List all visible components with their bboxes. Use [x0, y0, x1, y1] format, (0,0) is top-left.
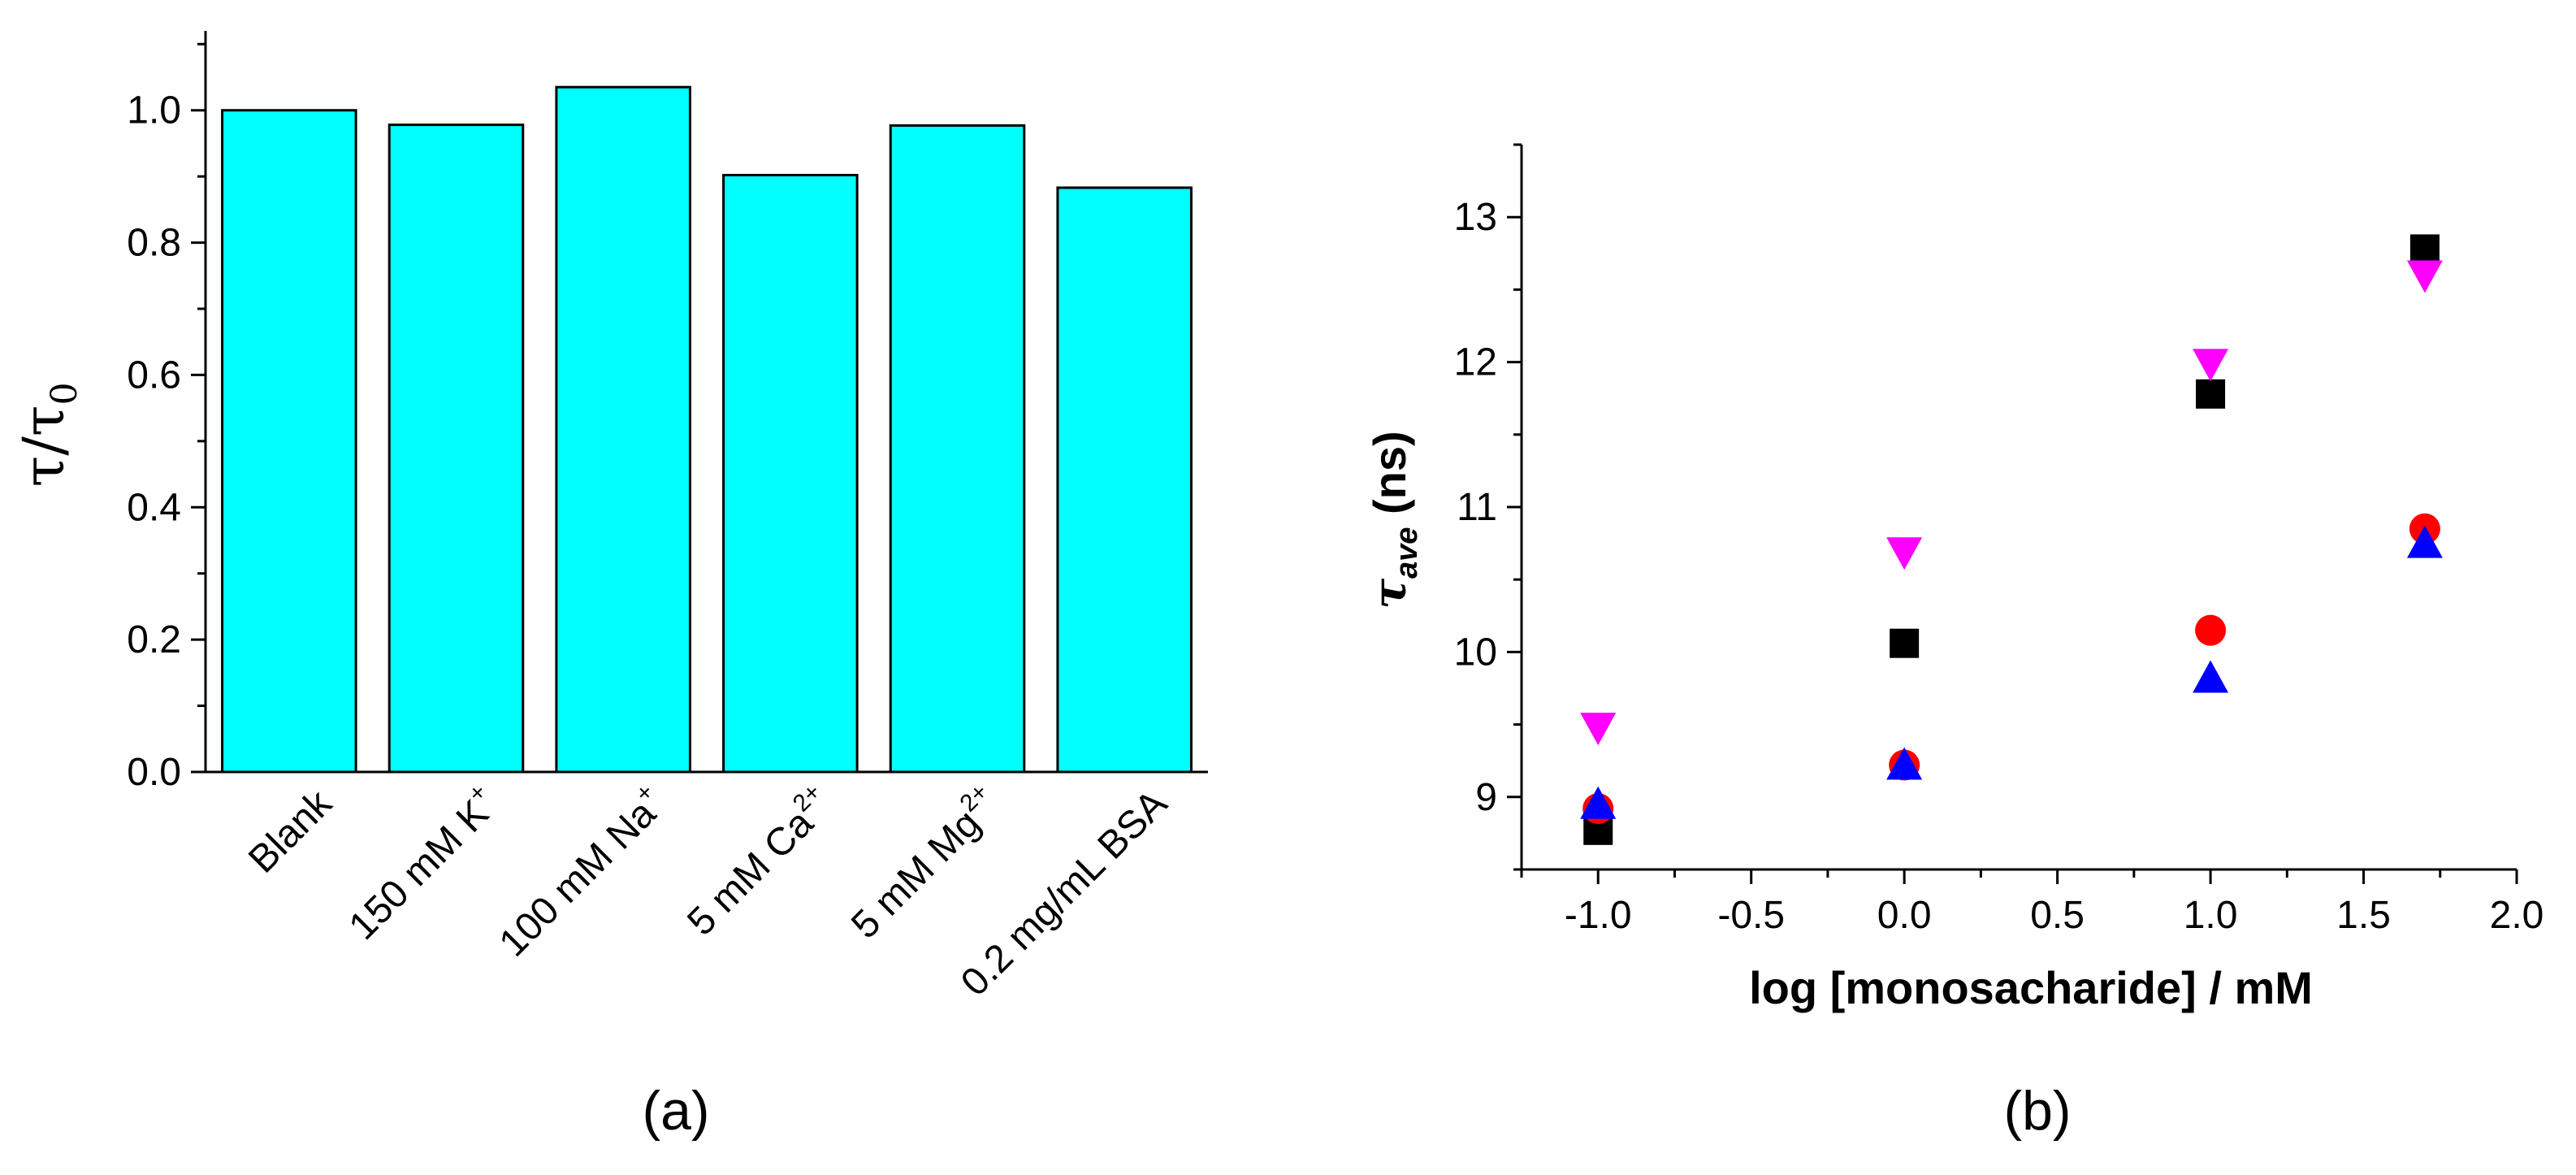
- bar-chart-panel: 0.0 0.2 0.4 0.6 0.8 1.0 Blank 150 mM K+100 mM …: [11, 31, 1208, 1142]
- category-text: 5 mM Mg: [843, 801, 989, 947]
- panel-label-b: (b): [2003, 1080, 2071, 1142]
- bar-chart-y-tick-labels: 0.0 0.2 0.4 0.6 0.8 1.0: [127, 89, 181, 794]
- category-text: 0.2 mg/mL BSA: [953, 782, 1175, 1004]
- scatter-chart-y-tick-label: 11: [1457, 486, 1497, 529]
- scatter-chart-x-axis-label: log [monosacharide] / mM: [1749, 962, 2313, 1013]
- bar-chart-y-axis-label: τ/τ0: [11, 382, 85, 487]
- scatter-chart-axes: [1507, 143, 2518, 884]
- scatter-chart-y-tick-label: 9: [1475, 776, 1497, 819]
- scatter-chart-x-tick-label: 1.0: [2184, 894, 2238, 937]
- scatter-chart-x-tick-label: 0.0: [1877, 894, 1932, 937]
- category-text: 5 mM Ca: [679, 801, 821, 943]
- category-text: 100 mM Na: [491, 791, 665, 965]
- scatter-point-triangle-down: [2406, 260, 2443, 293]
- category-text: Blank: [240, 782, 340, 882]
- bar-chart-x-tick-label: 150 mM K+: [337, 778, 507, 948]
- scatter-chart-x-tick-label: 0.5: [2030, 894, 2085, 937]
- bar-chart-x-tick-label: Blank: [240, 782, 340, 882]
- scatter-point-square: [2409, 234, 2440, 264]
- category-text: 150 mM K: [341, 792, 497, 948]
- scatter-chart-y-tick-label: 13: [1454, 196, 1497, 239]
- bar-0: [221, 109, 357, 774]
- bar-4: [889, 124, 1026, 774]
- scatter-point-square: [2196, 379, 2226, 409]
- bar-chart-y-tick-label: 1.0: [127, 89, 181, 132]
- scatter-chart-y-tick-label: 10: [1454, 631, 1497, 674]
- scatter-point-square: [1890, 628, 1920, 658]
- scatter-chart-x-tick-label: -1.0: [1565, 894, 1632, 937]
- bar-chart-x-tick-label: 5 mM Mg2+: [840, 778, 1008, 947]
- scatter-point-triangle-up: [1886, 747, 1923, 780]
- scatter-chart-y-tick-labels: 9 10 11 12 13: [1454, 196, 1497, 819]
- bar-chart-y-tick-label: 0.6: [127, 353, 181, 397]
- bar-3: [722, 174, 859, 774]
- bar-chart-axes: [191, 31, 1208, 774]
- scatter-points: [1580, 234, 2443, 845]
- bar-chart-y-tick-label: 0.4: [127, 486, 181, 529]
- scatter-point-triangle-up: [2406, 525, 2443, 558]
- scatter-point-triangle-down: [1886, 537, 1923, 570]
- scatter-point-triangle-down: [2193, 349, 2229, 382]
- bar-group: [221, 85, 1193, 774]
- scatter-chart-y-axis-label: τave (ns): [1363, 431, 1424, 609]
- scatter-point-triangle-up: [1580, 786, 1617, 819]
- bar-chart-y-tick-label: 0.8: [127, 222, 181, 265]
- scatter-chart-x-tick-label: 1.5: [2336, 894, 2391, 937]
- scatter-chart-panel: 9 10 11 12 13 -1.0 -0.5 0.0 0.5 1.0 1.5 2.0 log [m…: [1363, 143, 2544, 1142]
- panel-label-a: (a): [642, 1080, 709, 1142]
- bar-chart-x-tick-label: 0.2 mg/mL BSA: [953, 782, 1175, 1004]
- bar-chart-x-tick-label: 100 mM Na+: [487, 778, 674, 965]
- bar-chart-y-tick-label: 0.2: [127, 618, 181, 661]
- scatter-point-circle: [2195, 614, 2227, 646]
- scatter-chart-x-tick-label: -0.5: [1717, 894, 1785, 937]
- bar-2: [555, 85, 691, 774]
- bar-chart-x-tick-label: 5 mM Ca2+: [676, 778, 842, 944]
- bar-chart-x-tick-labels: Blank 150 mM K+100 mM Na+5 mM Ca2+5 mM Mg…: [240, 778, 1175, 1004]
- scatter-chart-x-tick-labels: -1.0 -0.5 0.0 0.5 1.0 1.5 2.0: [1565, 894, 2544, 937]
- bar-1: [387, 124, 525, 774]
- scatter-chart-x-tick-label: 2.0: [2490, 894, 2544, 937]
- bar-chart-y-tick-label: 0.0: [127, 751, 181, 794]
- scatter-chart-y-tick-label: 12: [1454, 341, 1497, 384]
- scatter-point-triangle-down: [1580, 713, 1617, 746]
- bar-5: [1056, 186, 1193, 774]
- scatter-point-triangle-up: [2193, 660, 2229, 693]
